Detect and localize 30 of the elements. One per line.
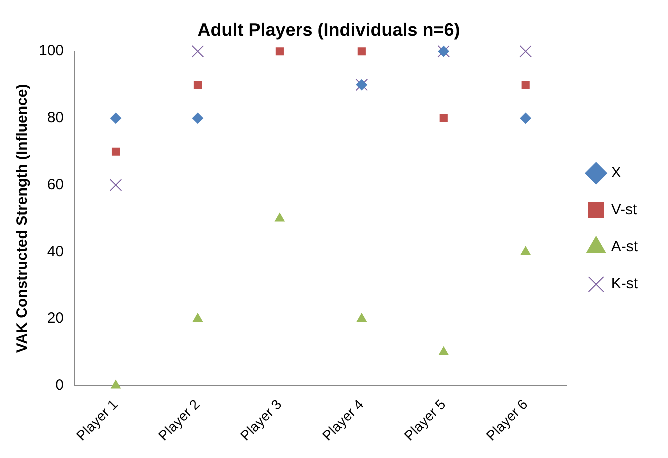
point [192, 112, 204, 124]
y-tick-label: 40 [47, 243, 64, 260]
point [439, 346, 449, 356]
point [111, 380, 121, 389]
point [521, 246, 531, 256]
y-tick-label: 80 [47, 110, 64, 127]
point [193, 313, 203, 322]
point [357, 313, 367, 322]
y-tick-label: 20 [47, 310, 64, 328]
point [110, 179, 122, 192]
point [194, 80, 202, 90]
point [358, 48, 366, 56]
y-tick-label: 100 [38, 42, 64, 60]
point [522, 80, 530, 90]
point [112, 148, 120, 156]
point [440, 114, 448, 122]
point [520, 45, 532, 58]
point [520, 112, 532, 124]
point [276, 48, 284, 56]
y-axis-title: VAK Constructed Strength (Influence) [14, 84, 32, 354]
point [192, 45, 204, 58]
legend-label: V-st [611, 202, 638, 219]
legend-label: K-st [611, 276, 639, 293]
y-tick-label: 60 [47, 176, 64, 194]
legend-label: X [611, 164, 622, 182]
legend-label: A-st [611, 238, 639, 256]
point [275, 213, 285, 222]
point [110, 112, 122, 124]
chart-title: Adult Players (Individuals n=6) [198, 20, 460, 40]
y-tick-label: 0 [56, 376, 64, 394]
